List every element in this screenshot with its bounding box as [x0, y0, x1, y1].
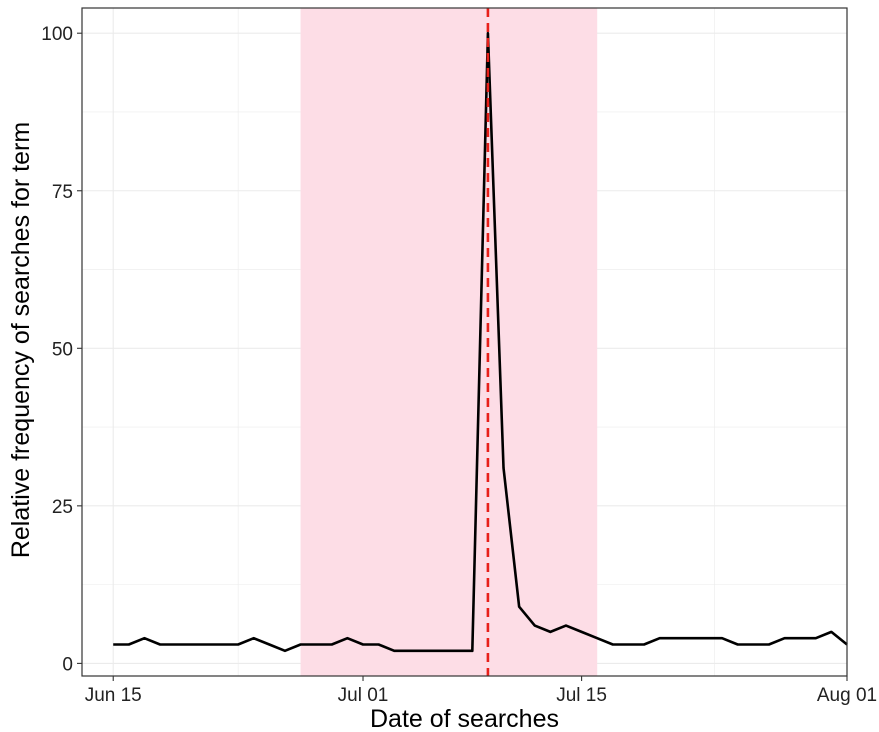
x-tick-label: Aug 01: [817, 685, 877, 706]
series-group: [113, 31, 848, 653]
y-tick-label: 0: [62, 654, 73, 675]
x-tick-label: Jul 01: [338, 685, 389, 706]
y-tick-label: 75: [52, 182, 73, 203]
y-axis: 0 25 50 75 100: [41, 24, 82, 675]
plot-panel-border: [81, 7, 848, 677]
highlight-region: [300, 8, 598, 676]
x-tick-label: Jul 15: [556, 685, 607, 706]
y-axis-title: Relative frequency of searches for term: [7, 122, 35, 558]
y-tick-label: 100: [41, 24, 73, 45]
x-axis: Jun 15 Jul 01 Jul 15 Aug 01: [85, 676, 877, 706]
series-line: [113, 31, 848, 653]
y-tick-label: 50: [52, 339, 73, 360]
y-tick-label: 25: [52, 497, 73, 518]
x-axis-title: Date of searches: [370, 705, 559, 732]
x-tick-label: Jun 15: [85, 685, 142, 706]
